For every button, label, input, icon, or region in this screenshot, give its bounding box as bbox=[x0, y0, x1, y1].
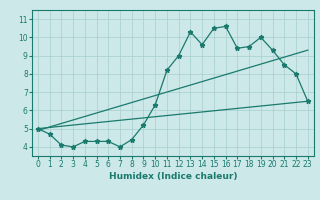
X-axis label: Humidex (Indice chaleur): Humidex (Indice chaleur) bbox=[108, 172, 237, 181]
